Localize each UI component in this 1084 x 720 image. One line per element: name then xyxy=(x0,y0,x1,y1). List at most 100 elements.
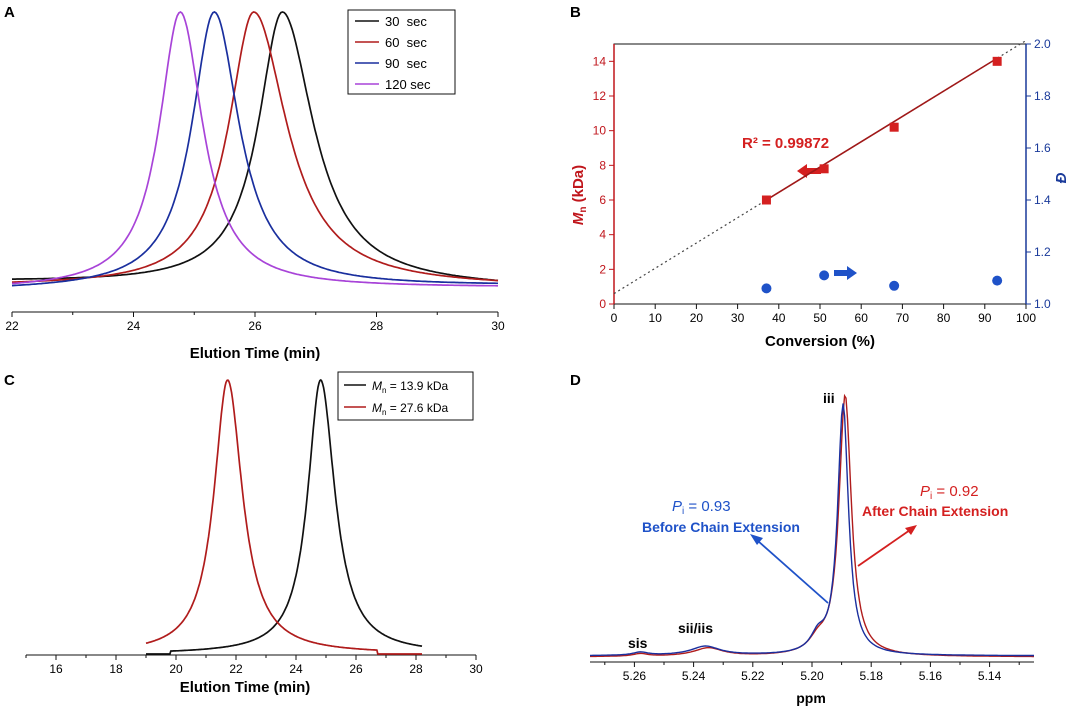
panel-a-xtick-label-1: 24 xyxy=(127,319,141,333)
panel-letter-d: D xyxy=(570,372,581,389)
legend-27kda-sub: n xyxy=(382,408,386,417)
before-sub: i xyxy=(682,506,684,517)
panel-a-xtick-label-4: 30 xyxy=(491,319,505,333)
panel-b-dispersity-point-3 xyxy=(992,275,1003,286)
panel-c-xtick-label-3: 22 xyxy=(229,662,243,676)
panel-b-ytick-label-2: 4 xyxy=(599,228,606,242)
panel-b-ytick-label-0: 0 xyxy=(599,297,606,311)
panel-c-series-1 xyxy=(145,379,422,655)
arrow-left-icon xyxy=(797,164,821,178)
legend-label-90sec: 90 sec xyxy=(385,56,427,71)
panel-d: ppm sis sii/iis iii Pi = 0.93 Before Cha… xyxy=(628,390,1008,706)
panel-b-xtick-label-0: 0 xyxy=(611,311,618,325)
legend-label-120sec: 120 sec xyxy=(385,77,431,92)
panel-b-ytick-label-1: 2 xyxy=(599,262,606,276)
panel-b-xtick-label-2: 20 xyxy=(690,311,704,325)
panel-b-y2tick-label-1: 1.2 xyxy=(1034,245,1051,259)
before-value: = 0.93 xyxy=(684,498,730,515)
after-value: = 0.92 xyxy=(932,483,978,500)
panel-c-xtick-label-4: 24 xyxy=(289,662,303,676)
panel-b-r2-annotation: R² = 0.99872 xyxy=(742,135,829,152)
panel-b-ytick-label-7: 14 xyxy=(593,54,607,68)
panel-d-series-before xyxy=(590,403,1034,657)
panel-b-xtick-label-10: 100 xyxy=(1016,311,1036,325)
panel-b-y2label: Đ xyxy=(1053,172,1070,183)
panel-a-xtick-label-2: 26 xyxy=(248,319,262,333)
panel-b-xlabel: Conversion (%) xyxy=(765,333,875,350)
panel-c-series-0 xyxy=(146,378,423,655)
panel-c-xtick-label-5: 26 xyxy=(349,662,363,676)
panel-d-xtick-label-2: 5.22 xyxy=(741,669,765,683)
legend-13kda-sub: n xyxy=(382,386,386,395)
panel-d-xtick-label-1: 5.24 xyxy=(682,669,706,683)
panel-b-ytick-label-5: 10 xyxy=(593,124,607,138)
peak-label-sii-iis: sii/iis xyxy=(678,620,713,636)
panel-a-legend: 30 sec 60 sec 90 sec 120 sec xyxy=(347,9,456,95)
panel-b-xtick-label-4: 40 xyxy=(772,311,786,325)
panel-b-mn-point-0 xyxy=(761,195,771,205)
panel-a-xtick-label-0: 22 xyxy=(5,319,19,333)
panel-b-y2tick-label-3: 1.6 xyxy=(1034,141,1051,155)
annotation-after-text: After Chain Extension xyxy=(862,503,1008,519)
panel-b-left-arrow xyxy=(797,164,821,178)
panel-b-dispersity-point-1 xyxy=(819,270,830,281)
panel-b-xtick-label-3: 30 xyxy=(731,311,745,325)
legend-label-30sec: 30 sec xyxy=(385,14,427,29)
panel-b-xtick-label-6: 60 xyxy=(855,311,869,325)
panel-d-xtick-label-5: 5.16 xyxy=(919,669,943,683)
peak-label-sis: sis xyxy=(628,635,648,651)
panel-b-ylabel-unit: (kDa) xyxy=(570,165,587,207)
panel-c-xtick-label-6: 28 xyxy=(409,662,423,676)
panel-b-mn-point-2 xyxy=(889,122,899,132)
legend-27kda-rest: = 27.6 kDa xyxy=(386,401,448,415)
annotation-after-arrow xyxy=(857,529,911,567)
panel-d-xtick-label-0: 5.26 xyxy=(623,669,647,683)
legend-label-60sec: 60 sec xyxy=(385,35,427,50)
panel-b-xtick-label-9: 90 xyxy=(978,311,992,325)
legend-13kda-m: M xyxy=(372,379,382,393)
legend-27kda-m: M xyxy=(372,401,382,415)
panel-b-y2tick-label-4: 1.8 xyxy=(1034,89,1051,103)
before-p: P xyxy=(672,498,682,515)
panel-b-ytick-label-6: 12 xyxy=(593,89,607,103)
annotation-before-arrow xyxy=(757,540,829,604)
legend-label-27kda: Mn = 27.6 kDa xyxy=(372,401,448,417)
panel-letter-c: C xyxy=(4,372,15,389)
panel-b-y2tick-label-5: 2.0 xyxy=(1034,37,1051,51)
panel-c-xtick-label-0: 16 xyxy=(49,662,63,676)
arrow-after-head-icon xyxy=(905,525,917,535)
panel-b-y2tick-label-0: 1.0 xyxy=(1034,297,1051,311)
panel-d-xtick-label-6: 5.14 xyxy=(978,669,1002,683)
panel-letter-b: B xyxy=(570,4,581,21)
panel-b-xtick-label-5: 50 xyxy=(813,311,827,325)
annotation-before-text: Before Chain Extension xyxy=(642,519,800,535)
annotation-after-value: Pi = 0.92 xyxy=(920,483,979,502)
panel-b-ylabel-m: M xyxy=(570,212,587,225)
panel-d-xlabel: ppm xyxy=(796,690,826,706)
panel-b-xtick-label-1: 10 xyxy=(649,311,663,325)
legend-13kda-rest: = 13.9 kDa xyxy=(386,379,448,393)
panel-c-xlabel: Elution Time (min) xyxy=(180,679,311,696)
panel-b-ylabel: Mn (kDa) xyxy=(570,165,589,225)
panel-b-dispersity-point-0 xyxy=(761,283,772,294)
panel-b-ytick-label-3: 6 xyxy=(599,193,606,207)
panel-b-xtick-label-8: 80 xyxy=(937,311,951,325)
panel-c-xtick-label-2: 20 xyxy=(169,662,183,676)
panel-d-xtick-label-4: 5.18 xyxy=(860,669,884,683)
panel-b: Conversion (%) Mn (kDa) Đ R² = 0.99872 xyxy=(570,135,1070,350)
panel-a-xlabel: Elution Time (min) xyxy=(190,345,321,362)
panel-c-legend: Mn = 13.9 kDa Mn = 27.6 kDa xyxy=(337,371,474,421)
panel-b-right-arrow xyxy=(834,266,857,280)
panel-b-y2tick-label-2: 1.4 xyxy=(1034,193,1051,207)
panel-a-xtick-label-3: 28 xyxy=(370,319,384,333)
panel-b-mn-point-3 xyxy=(992,56,1002,66)
panel-b-ytick-label-4: 8 xyxy=(599,158,606,172)
panel-b-xtick-label-7: 70 xyxy=(896,311,910,325)
panel-a-series-90-sec xyxy=(11,11,498,287)
after-p: P xyxy=(920,483,930,500)
panel-c: Elution Time (min) Mn = 13.9 kDa Mn = 27… xyxy=(180,371,474,696)
arrow-right-icon xyxy=(834,266,857,280)
panel-c-xtick-label-7: 30 xyxy=(469,662,483,676)
panel-b-mn-point-1 xyxy=(819,164,829,174)
